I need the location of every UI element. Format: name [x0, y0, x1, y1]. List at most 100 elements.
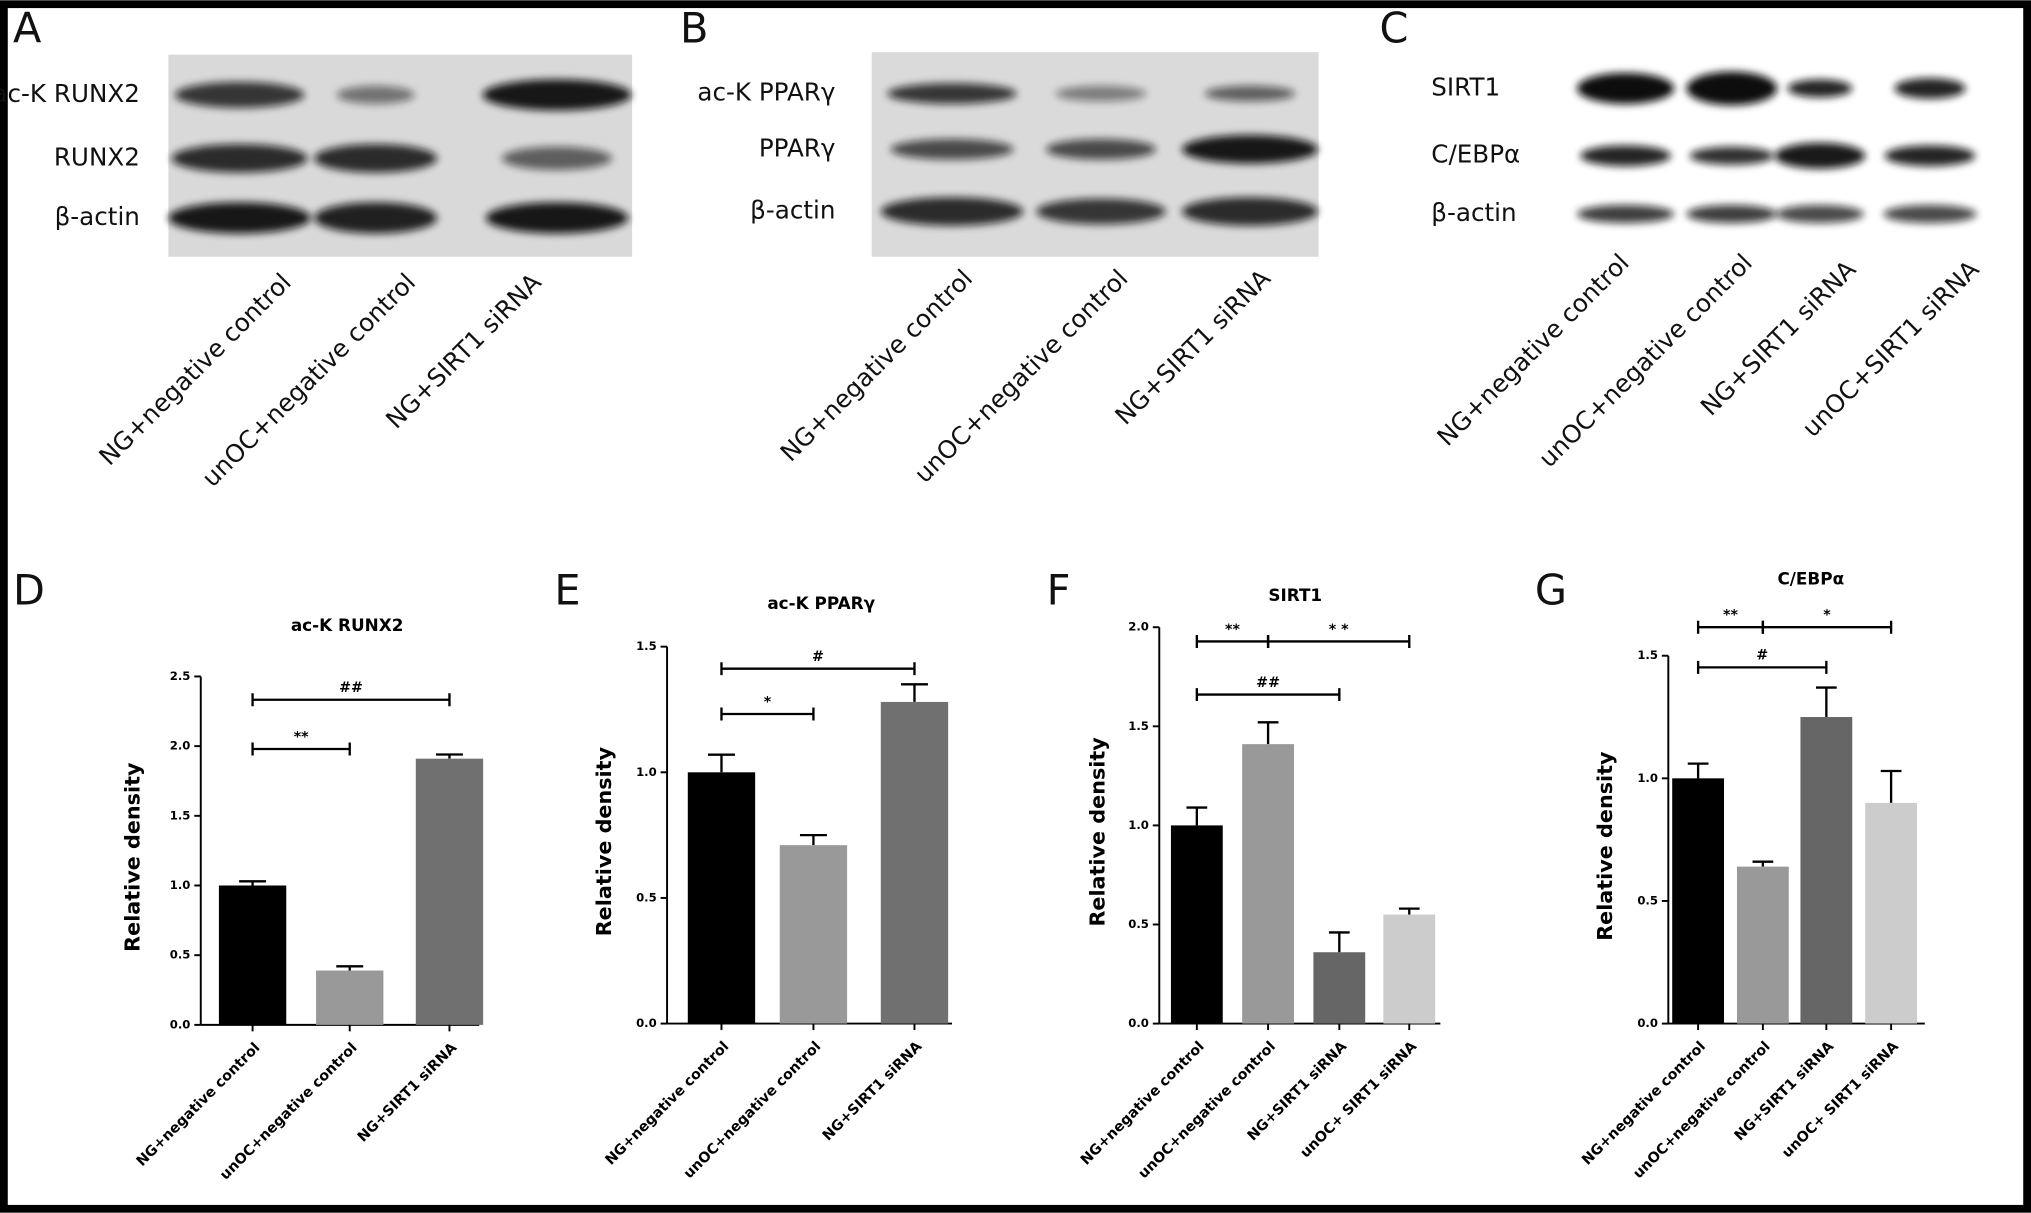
blot-row-label: ac-K PPARγ: [697, 78, 835, 107]
bar: [1170, 825, 1223, 1024]
error-bar: [239, 880, 267, 886]
panel-letter: C: [1379, 4, 1408, 52]
significance-label: * *: [1329, 622, 1349, 638]
significance-label: **: [294, 729, 309, 745]
y-tick-label: 0.0: [170, 1017, 191, 1031]
y-tick-label: 1.5: [636, 639, 657, 653]
blot-band: [174, 81, 305, 108]
bar: [1736, 866, 1789, 1024]
blot-band: [1577, 72, 1675, 104]
significance-bracket: [251, 742, 351, 756]
y-tick-label: 0.5: [1637, 893, 1658, 907]
y-axis-label: Relative density: [1593, 751, 1617, 941]
y-tick-label: 2.0: [1128, 620, 1149, 634]
y-tick-label: 2.5: [170, 669, 191, 683]
blot-row-label: β-actin: [1431, 198, 1516, 227]
error-bar: [900, 683, 928, 702]
error-bar: [708, 753, 735, 773]
blot-band: [168, 202, 311, 234]
panel-letter: B: [680, 4, 708, 52]
blot-band: [1894, 78, 1966, 99]
y-tick-label: 1.5: [1128, 719, 1149, 733]
blot-band: [1774, 142, 1866, 169]
blot-row-label: RUNX2: [54, 142, 140, 171]
significance-bracket: [1266, 634, 1411, 648]
blot-band: [1045, 138, 1157, 160]
chart-title: C/EBPα: [1777, 568, 1844, 588]
significance-label: *: [1823, 608, 1831, 624]
error-bar: [1880, 769, 1902, 803]
y-tick-label: 1.0: [170, 878, 191, 892]
blot-row-label: PPARγ: [759, 133, 836, 162]
blot-band: [890, 138, 1014, 160]
error-bar: [1328, 931, 1350, 953]
y-tick-label: 0.5: [1128, 917, 1149, 931]
blot-band: [1884, 145, 1976, 167]
significance-label: **: [1723, 608, 1738, 624]
blot-band: [1689, 146, 1774, 165]
chart-title: ac-K RUNX2: [291, 615, 404, 635]
bar: [880, 701, 949, 1024]
blot-row-label: ac-K RUNX2: [0, 79, 140, 108]
blot-band: [171, 144, 308, 173]
bar: [218, 885, 287, 1025]
y-axis-label: Relative density: [592, 746, 616, 936]
y-tick-label: 0.0: [636, 1016, 657, 1030]
blot-band: [1787, 79, 1853, 98]
y-tick-label: 1.5: [170, 808, 191, 822]
error-bar: [435, 753, 463, 759]
y-axis-label: Relative density: [120, 762, 144, 952]
bar: [1242, 744, 1294, 1024]
y-tick-label: 0.0: [1128, 1016, 1149, 1030]
y-axis-label: Relative density: [1085, 737, 1109, 927]
blot-band: [1036, 198, 1166, 225]
blot-band: [501, 146, 613, 170]
y-tick-label: 0.5: [170, 948, 191, 962]
significance-label: ##: [339, 680, 363, 696]
error-bar: [336, 965, 364, 971]
significance-bracket: [251, 693, 451, 707]
blot-row-label: SIRT1: [1431, 72, 1500, 101]
significance-label: *: [764, 694, 772, 710]
error-bar: [1815, 686, 1837, 718]
panel-letter: D: [13, 567, 45, 615]
y-tick-label: 1.0: [1128, 818, 1149, 832]
significance-bracket: [720, 707, 815, 721]
blot-band: [887, 83, 1017, 104]
blot-row-label: C/EBPα: [1431, 140, 1520, 169]
blot-band: [1686, 204, 1778, 224]
y-tick-label: 1.0: [1637, 771, 1658, 785]
blot-band: [1204, 85, 1296, 102]
y-tick-label: 1.0: [636, 765, 657, 779]
blot-band: [336, 85, 415, 104]
significance-label: ##: [1256, 675, 1280, 691]
error-bar: [1257, 721, 1279, 745]
bar: [1313, 952, 1366, 1024]
significance-bracket: [720, 662, 916, 676]
significance-label: #: [812, 649, 824, 665]
bar: [779, 845, 848, 1024]
significance-label: **: [1225, 622, 1240, 638]
blot-band: [1181, 135, 1318, 164]
y-tick-label: 0.0: [1637, 1016, 1658, 1030]
bar: [1865, 802, 1918, 1024]
blot-band: [1580, 145, 1671, 167]
error-bar: [1687, 762, 1709, 779]
blot-band: [1883, 204, 1977, 224]
blot-row-label: β-actin: [750, 195, 835, 224]
chart-title: SIRT1: [1268, 585, 1322, 605]
blot-band: [482, 79, 632, 111]
blot-band: [880, 197, 1024, 226]
bar: [1672, 778, 1725, 1024]
blot-band: [1181, 197, 1318, 226]
panel-letter: A: [13, 4, 41, 52]
bar: [415, 758, 484, 1025]
panel-letter: F: [1047, 567, 1071, 615]
blot-row-label: β-actin: [55, 202, 140, 231]
blot-band: [1686, 71, 1778, 106]
bar: [1383, 914, 1436, 1024]
blot-band: [485, 202, 629, 234]
blot-band: [1577, 204, 1675, 224]
